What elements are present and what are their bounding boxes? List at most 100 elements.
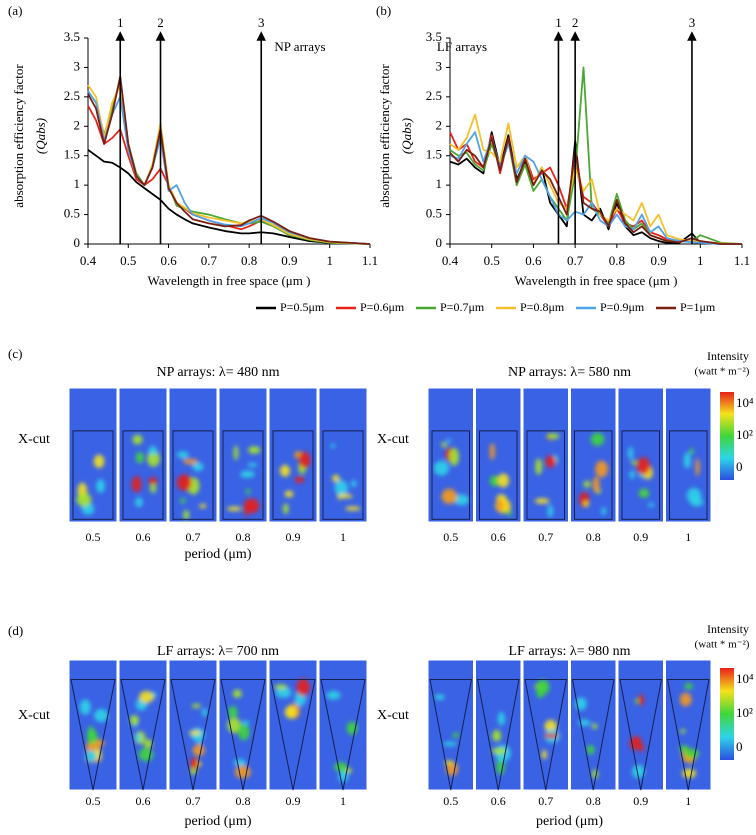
cell-background	[268, 387, 318, 523]
colorbar-tick-label: 0	[736, 739, 743, 754]
field-map-cell	[475, 387, 522, 523]
period-label: 0.6	[136, 530, 151, 544]
blob	[546, 433, 560, 440]
period-label: 0.7	[186, 794, 201, 808]
period-label: 0.7	[186, 530, 201, 544]
colorbar-unit: (watt * m⁻²)	[695, 366, 750, 378]
row-label: X-cut	[18, 708, 50, 723]
annotation-label: 3	[689, 15, 696, 30]
y-tick-label: 3.5	[64, 29, 80, 44]
field-map-cell	[68, 659, 118, 791]
cell-background	[617, 387, 664, 523]
intensity-blobs	[176, 451, 207, 521]
blob	[241, 720, 250, 726]
blob	[684, 748, 700, 759]
blob	[433, 460, 449, 476]
blob	[544, 719, 557, 733]
blob	[345, 506, 361, 511]
x-tick-label: 0.7	[567, 253, 584, 268]
blob	[497, 711, 505, 726]
structure-outline	[476, 679, 520, 791]
series-line	[449, 137, 742, 245]
series-line	[87, 90, 371, 245]
intensity-blobs	[279, 451, 311, 515]
annotation-label: 3	[258, 15, 265, 30]
y-tick-label: 2.5	[64, 88, 80, 103]
series-line	[87, 149, 371, 245]
intensity-blobs	[489, 443, 512, 517]
y-tick-label: 3	[436, 58, 443, 73]
field-map-cell	[427, 659, 474, 791]
blob	[489, 475, 500, 487]
blob	[143, 739, 153, 749]
y-tick-label: 0.5	[426, 206, 442, 221]
blob	[491, 747, 507, 755]
blob	[334, 761, 347, 772]
blob	[233, 758, 246, 767]
blob	[452, 732, 460, 738]
map-title: LF arrays: λ= 700 nm	[157, 644, 279, 659]
period-label: 0.5	[86, 530, 101, 544]
structure-outline	[270, 679, 316, 791]
x-tick-label: 0.4	[442, 253, 459, 268]
blob	[296, 678, 310, 696]
structure-outline	[222, 430, 264, 520]
map-x-label: period (μm)	[536, 814, 603, 829]
blob	[148, 446, 158, 455]
blob	[543, 733, 559, 739]
y-tick-label: 2.5	[426, 88, 442, 103]
y-tick-label: 1.5	[426, 147, 442, 162]
x-tick-label: 1.1	[734, 253, 750, 268]
blob	[188, 730, 202, 736]
x-tick-label: 0.5	[484, 253, 500, 268]
x-tick-label: 1.1	[362, 253, 378, 268]
x-tick-label: 0.9	[650, 253, 666, 268]
colorbar-tick-label: 10⁴	[736, 671, 754, 686]
cell-background	[218, 387, 268, 523]
field-map-cell	[617, 387, 664, 523]
blob	[586, 745, 595, 755]
field-map-cell	[218, 659, 268, 791]
field-map-cell	[268, 659, 318, 791]
blob	[226, 506, 242, 512]
colorbar	[720, 392, 734, 480]
structure-outline	[272, 430, 314, 520]
blob	[238, 723, 250, 741]
field-map-cell	[168, 387, 218, 523]
blob	[631, 460, 637, 465]
annotation-label: 1	[117, 15, 124, 30]
blob	[87, 726, 95, 741]
blob	[632, 764, 645, 779]
blob	[240, 470, 255, 478]
x-axis-label: Wavelength in free space (μm )	[148, 273, 311, 288]
structure-outline	[524, 679, 568, 791]
cell-background	[68, 659, 118, 791]
field-map-cell	[68, 387, 118, 523]
blob	[441, 442, 448, 448]
intensity-blobs	[683, 448, 704, 507]
y-tick-label: 2	[436, 117, 443, 132]
blob	[150, 483, 157, 494]
x-tick-label: 0.6	[160, 253, 177, 268]
blob	[583, 480, 591, 488]
blob	[535, 679, 550, 695]
period-label: 0.7	[538, 530, 553, 544]
period-label: 0.8	[236, 794, 251, 808]
blob	[449, 447, 459, 466]
blob	[638, 488, 650, 499]
field-map-cell	[522, 387, 569, 523]
field-map-cell	[522, 659, 569, 791]
field-map-cell	[118, 659, 168, 791]
blob	[183, 509, 190, 521]
blob	[76, 492, 92, 507]
x-tick-label: 0.8	[241, 253, 257, 268]
period-label: 1	[340, 530, 346, 544]
blob	[442, 741, 457, 746]
x-axis-label: Wavelength in free space (μm )	[515, 273, 678, 288]
structure-outline	[669, 430, 708, 520]
annotation-label: 2	[572, 15, 579, 30]
structure-outline	[70, 679, 116, 791]
period-label: 1	[685, 530, 691, 544]
blob	[350, 480, 357, 487]
structure-outline	[479, 430, 518, 520]
